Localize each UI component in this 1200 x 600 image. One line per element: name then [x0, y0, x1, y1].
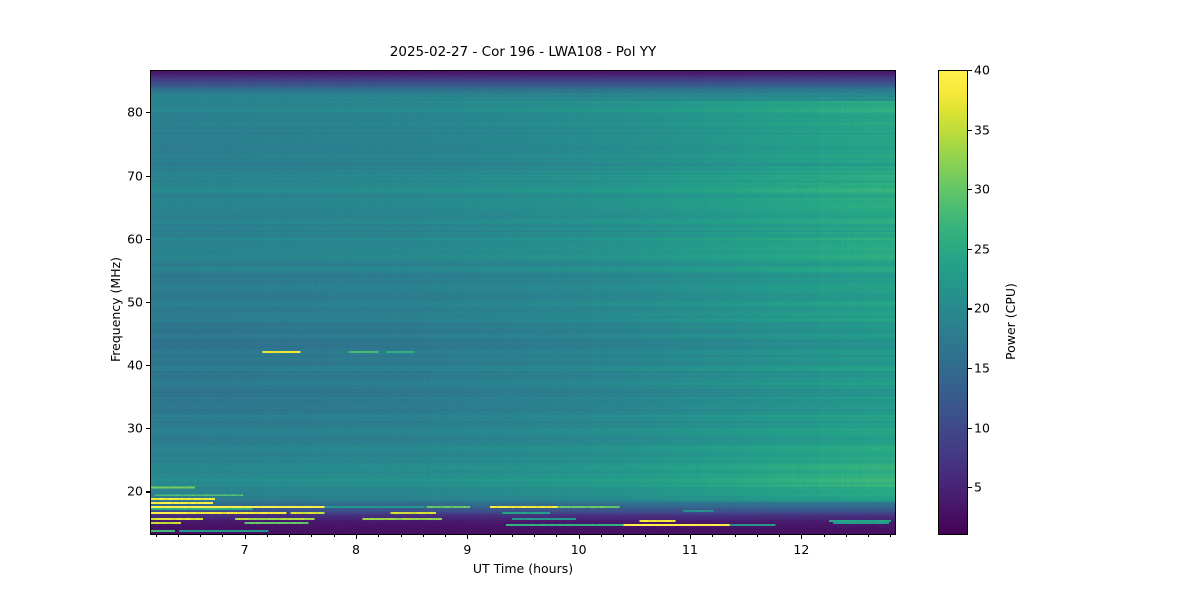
colorbar-tick-label: 15	[974, 360, 990, 376]
x-axis-minor-tick	[756, 535, 758, 538]
colorbar-tick	[968, 427, 972, 429]
colorbar-tick	[968, 308, 972, 310]
x-axis-minor-tick	[534, 535, 536, 538]
x-axis-minor-tick	[177, 535, 179, 538]
spectrogram-canvas	[151, 71, 895, 534]
x-axis-minor-tick	[890, 535, 892, 538]
x-axis-minor-tick	[511, 535, 513, 538]
x-axis-minor-tick	[823, 535, 825, 538]
x-axis-tick-label: 7	[240, 542, 249, 557]
x-axis-tick	[244, 535, 246, 539]
x-axis-minor-tick	[600, 535, 602, 538]
x-axis-minor-tick	[868, 535, 870, 538]
x-axis-minor-tick	[422, 535, 424, 538]
x-axis-minor-tick	[289, 535, 291, 538]
y-axis-tick-label: 30	[127, 420, 143, 436]
page-title: 2025-02-27 - Cor 196 - LWA108 - Pol YY	[389, 44, 657, 60]
x-axis-minor-tick	[712, 535, 714, 538]
x-axis-minor-tick	[333, 535, 335, 538]
x-axis-minor-tick	[155, 535, 157, 538]
colorbar-label: Power (CPU)	[1003, 283, 1018, 360]
y-axis-tick	[146, 365, 150, 367]
x-axis-tick	[467, 535, 469, 539]
colorbar-tick-label: 35	[974, 122, 990, 138]
x-axis-tick	[355, 535, 358, 539]
x-axis-tick	[801, 535, 803, 539]
x-axis-minor-tick	[222, 535, 224, 538]
y-axis-tick-label: 80	[127, 104, 143, 120]
x-axis-minor-tick	[378, 535, 380, 538]
x-axis-minor-tick	[200, 535, 202, 538]
x-axis-minor-tick	[645, 535, 647, 538]
x-axis-label: UT Time (hours)	[472, 561, 574, 576]
x-axis-tick-label: 10	[570, 542, 587, 557]
colorbar-tick-label: 30	[974, 181, 990, 197]
x-axis-minor-tick	[779, 535, 781, 538]
colorbar-tick	[968, 487, 972, 489]
colorbar-gradient	[938, 70, 968, 535]
x-axis-tick-label: 11	[682, 542, 698, 557]
colorbar-tick-label: 25	[974, 241, 990, 257]
y-axis-tick-label: 50	[127, 294, 143, 310]
y-axis-tick-label: 60	[127, 231, 143, 247]
colorbar-tick	[968, 70, 972, 72]
y-axis-tick	[146, 112, 150, 114]
colorbar-tick	[968, 368, 972, 370]
y-axis-tick-label: 70	[127, 168, 143, 183]
colorbar[interactable]	[938, 70, 968, 535]
colorbar-tick	[968, 248, 972, 250]
y-axis-tick	[146, 301, 150, 303]
y-axis-tick-label: 40	[127, 357, 143, 373]
y-axis-tick-label: 20	[127, 483, 143, 499]
colorbar-tick-label: 10	[974, 420, 990, 436]
x-axis-tick	[690, 535, 692, 539]
spectrogram-axes[interactable]	[150, 70, 896, 535]
x-axis-minor-tick	[445, 535, 447, 538]
y-axis-tick	[146, 428, 150, 430]
y-axis-label: Frequency (MHz)	[108, 256, 123, 362]
x-axis-minor-tick	[556, 535, 558, 538]
x-axis-tick-label: 12	[793, 542, 810, 557]
colorbar-tick	[968, 129, 972, 131]
x-axis-tick-label: 9	[463, 542, 472, 557]
x-axis-minor-tick	[311, 535, 313, 538]
x-axis-minor-tick	[623, 535, 625, 538]
colorbar-tick-label: 40	[974, 62, 990, 78]
spectrogram-image	[151, 71, 895, 534]
x-axis-tick-label: 8	[352, 542, 360, 557]
colorbar-tick	[968, 189, 972, 191]
y-axis-tick	[146, 238, 150, 240]
x-axis-tick	[578, 535, 580, 539]
x-axis-minor-tick	[400, 535, 402, 538]
x-axis-minor-tick	[266, 535, 268, 538]
x-axis-minor-tick	[734, 535, 736, 538]
colorbar-tick-label: 5	[974, 479, 982, 495]
x-axis-minor-tick	[667, 535, 669, 538]
y-axis-tick	[146, 175, 150, 177]
y-axis-tick	[146, 491, 150, 493]
x-axis-minor-tick	[489, 535, 491, 538]
x-axis-minor-tick	[845, 535, 847, 538]
colorbar-tick-label: 20	[974, 300, 990, 316]
